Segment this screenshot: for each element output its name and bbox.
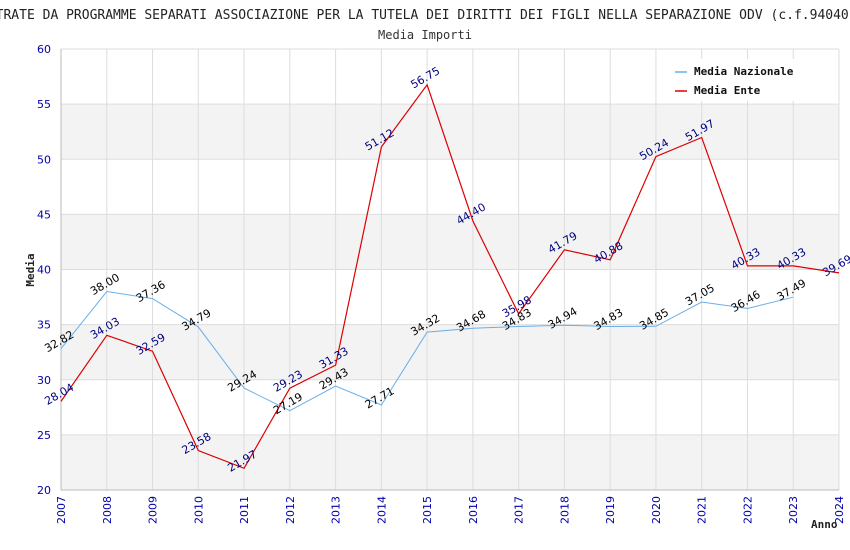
legend: Media Nazionale Media Ente: [668, 59, 810, 101]
series-line-media-ente: [60, 83, 840, 470]
axes: [60, 49, 839, 491]
plot-background-bands: [61, 49, 839, 490]
x-tick-label-2021: 2021: [696, 496, 709, 524]
y-tick-label-55: 55: [37, 98, 51, 111]
x-tick-label-2009: 2009: [147, 496, 160, 524]
x-tick-label-2017: 2017: [513, 496, 526, 524]
band-1: [61, 379, 839, 435]
legend-label-media-nazionale: Media Nazionale: [694, 65, 794, 78]
x-tick-label-2014: 2014: [375, 496, 388, 524]
legend-label-media-ente: Media Ente: [694, 84, 761, 97]
y-tick-label-45: 45: [37, 208, 51, 221]
x-tick-label-2011: 2011: [238, 496, 251, 524]
y-tick-label-50: 50: [37, 153, 51, 166]
x-tick-label-2022: 2022: [741, 496, 754, 524]
series-line-media-nazionale: [60, 290, 794, 412]
y-axis-label: Media: [24, 253, 37, 286]
x-tick-label-2013: 2013: [330, 496, 343, 524]
x-tick-label-2023: 2023: [787, 496, 800, 524]
y-tick-label-40: 40: [37, 264, 51, 277]
x-tick-label-2018: 2018: [558, 496, 571, 524]
y-tick-label-35: 35: [37, 319, 51, 332]
series-lines: [60, 83, 840, 470]
x-tick-label-2007: 2007: [55, 496, 68, 524]
x-tick-label-2012: 2012: [284, 496, 297, 524]
y-tick-labels: 20 25 30 35 40 45 50 55 60: [37, 43, 51, 497]
band-3: [61, 269, 839, 325]
chart-subtitle: Media Importi: [378, 28, 472, 42]
chart-title: ENTRATE DA PROGRAMME SEPARATI ASSOCIAZIO…: [0, 8, 849, 23]
x-tick-label-2016: 2016: [467, 496, 480, 524]
y-tick-label-25: 25: [37, 429, 51, 442]
y-tick-label-60: 60: [37, 43, 51, 56]
band-6: [61, 104, 839, 160]
x-tick-label-2019: 2019: [604, 496, 617, 524]
band-4: [61, 214, 839, 270]
x-tick-label-2024: 2024: [833, 496, 846, 524]
band-2: [61, 324, 839, 380]
x-tick-label-2010: 2010: [192, 496, 205, 524]
x-tick-label-2015: 2015: [421, 496, 434, 524]
legend-box: [668, 59, 810, 101]
x-axis-label: Anno: [811, 518, 838, 531]
band-0: [61, 434, 839, 490]
y-tick-label-30: 30: [37, 374, 51, 387]
x-tick-label-2020: 2020: [650, 496, 663, 524]
x-tick-label-2008: 2008: [101, 496, 114, 524]
y-tick-label-20: 20: [37, 484, 51, 497]
band-5: [61, 159, 839, 215]
x-tick-labels: 2007 2008 2009 2010 2011 2012 2013 2014 2015 2016…: [55, 496, 846, 524]
